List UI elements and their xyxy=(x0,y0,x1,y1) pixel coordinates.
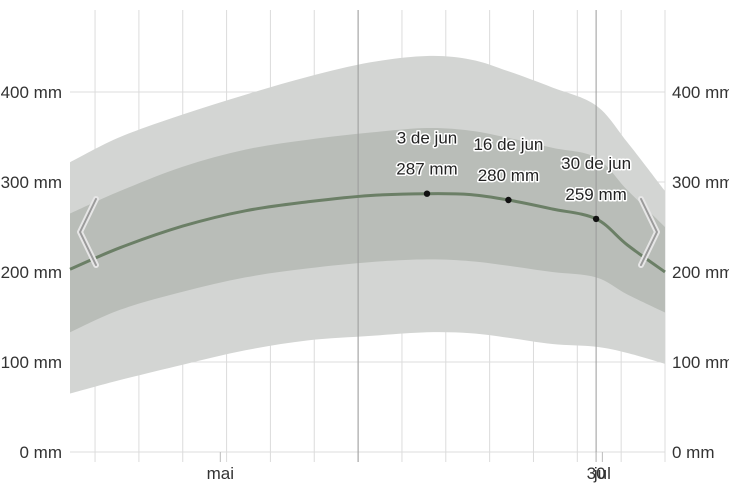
annotation-date: 3 de jun xyxy=(397,129,458,148)
y-tick-label-left: 400 mm xyxy=(1,83,62,102)
y-tick-label-right: 100 mm xyxy=(672,353,729,372)
y-tick-label-left: 300 mm xyxy=(1,173,62,192)
highlight-lines xyxy=(357,10,597,462)
x-tick-label: jul xyxy=(593,464,611,483)
annotation-value: 280 mm xyxy=(478,166,539,185)
data-point xyxy=(423,190,431,197)
y-tick-label-right: 300 mm xyxy=(672,173,729,192)
annotations: 3 de jun 287 mm 16 de jun 280 mm 30 de jun 25… xyxy=(395,127,633,223)
data-point xyxy=(592,215,600,223)
y-tick-label-left: 200 mm xyxy=(1,263,62,282)
annotation-date: 16 de jun xyxy=(473,135,543,154)
chevron-left-icon-outline xyxy=(79,198,97,266)
y-tick-label-right: 400 mm xyxy=(672,83,729,102)
axis-ticks: 0 mm 0 mm 100 mm 100 mm 200 mm 200 mm 300 mm 30… xyxy=(1,83,729,483)
x-tick-label: 30 xyxy=(587,464,606,483)
inner-band-area xyxy=(70,127,665,333)
next-button[interactable] xyxy=(638,196,660,268)
chevron-right-icon-outline xyxy=(640,198,658,266)
annotation-value: 287 mm xyxy=(396,160,457,179)
y-tick-label-left: 0 mm xyxy=(20,443,63,462)
y-tick-label-right: 200 mm xyxy=(672,263,729,282)
annotation-value: 259 mm xyxy=(565,185,626,204)
prev-button[interactable] xyxy=(77,196,99,268)
data-point xyxy=(505,196,512,204)
x-tick-label: mai xyxy=(207,464,234,483)
annotation-date: 30 de jun xyxy=(561,154,631,173)
y-tick-label-left: 100 mm xyxy=(1,353,62,372)
y-tick-label-right: 0 mm xyxy=(672,443,715,462)
